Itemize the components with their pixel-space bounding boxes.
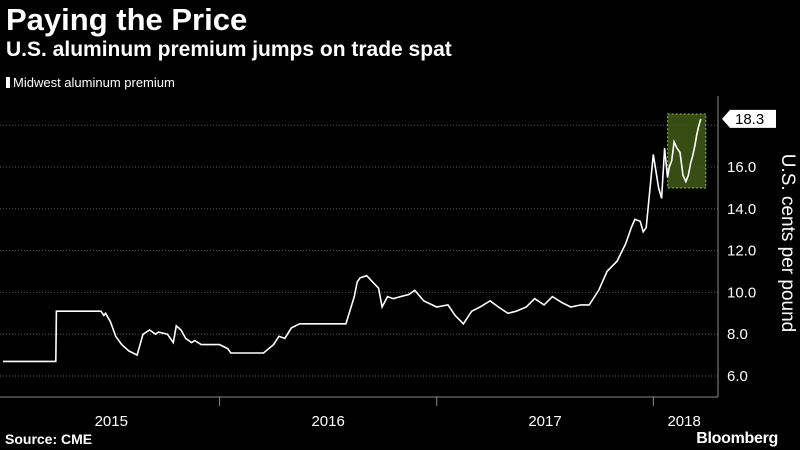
y-tick-label: 16.0 <box>727 159 756 176</box>
series-line-midwest-premium <box>3 118 702 363</box>
y-axis-label: U.S. cents per pound <box>777 154 798 333</box>
x-tick-label: 2016 <box>311 413 344 430</box>
y-tick-label: 6.0 <box>727 368 748 385</box>
x-tick-label: 2017 <box>528 413 561 430</box>
last-value-label: 18.3 <box>735 111 764 128</box>
y-tick-label: 8.0 <box>727 326 748 343</box>
x-tick-label: 2018 <box>667 413 700 430</box>
x-tick-label: 2015 <box>95 413 128 430</box>
chart-subtitle: U.S. aluminum premium jumps on trade spa… <box>6 38 452 61</box>
y-tick-label: 10.0 <box>727 284 756 301</box>
legend: Midwest aluminum premium <box>6 75 175 90</box>
y-tick-label: 12.0 <box>727 243 756 260</box>
brand-logo: Bloomberg <box>696 430 778 447</box>
source-note: Source: CME <box>5 431 93 447</box>
last-value-callout <box>722 109 776 128</box>
legend-label: Midwest aluminum premium <box>13 75 175 90</box>
chart-title: Paying the Price <box>6 2 248 37</box>
legend-swatch <box>6 77 10 88</box>
y-tick-label: 14.0 <box>727 201 756 218</box>
